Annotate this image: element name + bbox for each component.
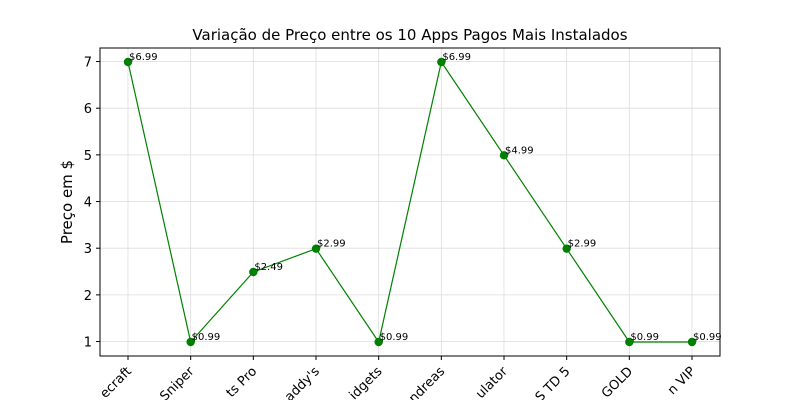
- series-line: [127, 60, 692, 344]
- y-axis-label: Preço em $: [58, 160, 76, 244]
- data-label: $2.99: [317, 239, 346, 250]
- x-tick-label: S TD 5: [533, 364, 574, 400]
- data-point: [625, 337, 634, 347]
- data-point: [562, 244, 571, 253]
- data-point: [687, 337, 697, 347]
- data-label: $0.99: [630, 332, 659, 343]
- y-axis: 1 2 3 4 5 6 7: [84, 56, 100, 351]
- data-point: [311, 244, 321, 253]
- data-label: $2.99: [568, 239, 597, 250]
- data-label: $0.99: [380, 332, 409, 343]
- data-point: [437, 57, 446, 67]
- y-tick-label: 3: [84, 242, 92, 257]
- y-tick-label: 6: [84, 102, 92, 117]
- data-label: $4.99: [505, 145, 534, 156]
- y-tick-label: 4: [84, 196, 92, 211]
- x-tick-label: GOLD: [599, 364, 636, 400]
- x-axis: ecraft Sniper ts Pro addy's idgets ndreas ulat…: [97, 356, 699, 400]
- data-label: $0.99: [192, 332, 221, 343]
- x-tick-label: ndreas: [406, 364, 448, 400]
- chart-title: Variação de Preço entre os 10 Apps Pagos…: [192, 26, 627, 44]
- x-tick-label: ulator: [473, 364, 511, 400]
- y-tick-label: 5: [84, 149, 92, 164]
- series: $6.99 $0.99 $2.49 $2.99 $0.99 $6.99 $4.99 $2.99…: [123, 52, 722, 347]
- grid: [100, 48, 720, 356]
- data-point: [499, 151, 509, 160]
- x-tick-label: idgets: [347, 364, 386, 400]
- y-tick-label: 1: [84, 336, 92, 351]
- x-tick-label: ecraft: [97, 364, 134, 400]
- x-tick-label: Sniper: [157, 364, 198, 400]
- x-tick-label: n VIP: [665, 364, 699, 398]
- data-label: $6.99: [442, 52, 471, 63]
- x-tick-label: addy's: [282, 364, 323, 400]
- data-point: [186, 337, 195, 347]
- y-tick-label: 2: [84, 289, 92, 304]
- y-tick-label: 7: [84, 56, 92, 71]
- x-tick-label: ts Pro: [224, 364, 261, 400]
- data-label: $2.49: [254, 262, 283, 273]
- data-point: [374, 337, 383, 347]
- data-label: $0.99: [693, 332, 722, 343]
- data-point: [123, 57, 133, 67]
- data-label: $6.99: [129, 52, 158, 63]
- data-point: [249, 267, 258, 277]
